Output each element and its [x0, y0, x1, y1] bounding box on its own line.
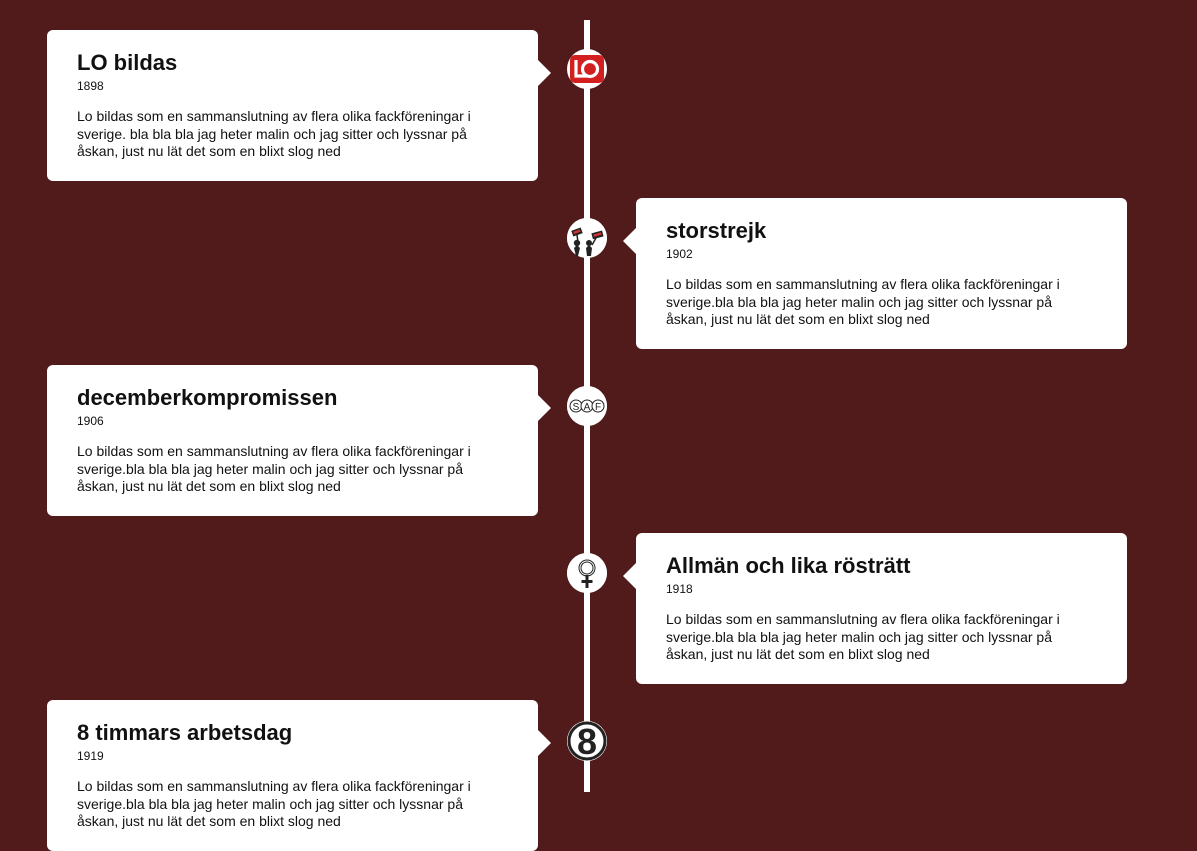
saf-letter: A — [584, 402, 591, 413]
eight-digit: 8 — [577, 721, 597, 761]
event-description: Lo bildas som en sammanslutning av flera… — [77, 108, 471, 159]
timeline-card-8-timmars: 8 timmars arbetsdag 1919 Lo bildas som e… — [47, 700, 551, 851]
event-year: 1902 — [666, 247, 693, 261]
saf-letter: F — [595, 402, 601, 413]
number-eight-icon: 8 — [567, 721, 607, 761]
event-title: decemberkompromissen — [77, 385, 338, 410]
event-title: Allmän och lika rösträtt — [666, 553, 911, 578]
event-year: 1918 — [666, 582, 693, 596]
event-description: Lo bildas som en sammanslutning av flera… — [666, 611, 1060, 662]
timeline-card-rostratt: Allmän och lika rösträtt 1918 Lo bildas … — [623, 533, 1127, 684]
event-description: Lo bildas som en sammanslutning av flera… — [666, 276, 1060, 327]
event-description: Lo bildas som en sammanslutning av flera… — [77, 778, 471, 829]
event-year: 1906 — [77, 414, 104, 428]
saf-letter: S — [573, 402, 580, 413]
protest-icon — [567, 218, 607, 258]
timeline-card-lo-bildas: LO bildas 1898 Lo bildas som en sammansl… — [47, 30, 551, 181]
female-symbol-icon — [567, 553, 607, 593]
timeline-card-storstrejk: storstrejk 1902 Lo bildas som en sammans… — [623, 198, 1127, 349]
event-description: Lo bildas som en sammanslutning av flera… — [77, 443, 471, 494]
event-title: 8 timmars arbetsdag — [77, 720, 293, 745]
event-title: LO bildas — [77, 50, 178, 75]
event-year: 1898 — [77, 79, 104, 93]
event-title: storstrejk — [666, 218, 767, 243]
saf-logo-icon: S A F — [567, 386, 607, 426]
timeline-card-decemberkompromissen: decemberkompromissen 1906 Lo bildas som … — [47, 365, 551, 516]
event-year: 1919 — [77, 749, 104, 763]
lo-logo-icon — [567, 49, 607, 89]
